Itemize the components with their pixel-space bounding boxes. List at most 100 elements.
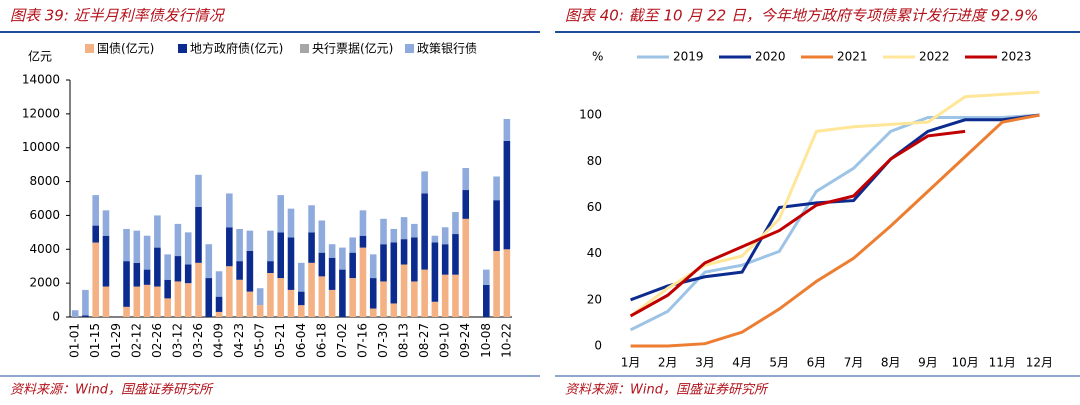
x-tick-label: 06-04 bbox=[294, 323, 308, 358]
bar-segment bbox=[328, 289, 336, 317]
bar-segment bbox=[287, 237, 295, 290]
bar-segment bbox=[441, 244, 449, 275]
bar-segment bbox=[339, 269, 346, 317]
x-tick-label: 10月 bbox=[951, 356, 978, 370]
bar-segment bbox=[215, 271, 223, 297]
x-tick-label: 7月 bbox=[844, 356, 864, 370]
bar-segment bbox=[174, 256, 182, 282]
bar-segment bbox=[359, 247, 367, 317]
bar-segment bbox=[164, 254, 171, 280]
x-tick-label: 01-15 bbox=[88, 323, 102, 358]
bar-segment bbox=[267, 272, 274, 317]
x-tick-label: 6月 bbox=[807, 356, 827, 370]
legend-swatch bbox=[85, 44, 94, 53]
y-axis-label: % bbox=[592, 50, 603, 64]
bar-segment bbox=[92, 195, 99, 226]
bar-segment bbox=[154, 247, 161, 287]
bar-segment bbox=[349, 252, 356, 279]
bar-segment bbox=[431, 301, 439, 317]
bar-segment bbox=[143, 235, 151, 270]
y-tick-label: 12000 bbox=[22, 106, 60, 120]
bar-segment bbox=[503, 140, 511, 250]
bar-segment bbox=[143, 269, 151, 285]
bar-segment bbox=[164, 298, 171, 317]
bar-segment bbox=[421, 193, 428, 270]
bar-segment bbox=[164, 279, 171, 299]
legend-label: 2022 bbox=[919, 50, 950, 64]
line-series bbox=[629, 113, 1040, 332]
bar-segment bbox=[400, 239, 408, 265]
y-tick-label: 0 bbox=[594, 339, 602, 353]
bar-segment bbox=[246, 291, 254, 317]
x-tick-label: 8月 bbox=[881, 356, 901, 370]
bar-segment bbox=[174, 281, 182, 317]
legend-label: 2020 bbox=[755, 50, 786, 64]
bar-segment bbox=[503, 249, 511, 317]
legend-swatch bbox=[300, 44, 309, 53]
y-tick-label: 60 bbox=[587, 200, 602, 214]
bar-segment bbox=[349, 278, 356, 317]
x-tick-label: 03-26 bbox=[191, 323, 205, 358]
bar-segment bbox=[236, 279, 243, 317]
x-tick-label: 01-01 bbox=[68, 323, 82, 358]
bar-segment bbox=[226, 266, 233, 317]
bar-segment bbox=[256, 305, 264, 317]
bar-segment bbox=[308, 232, 315, 263]
bar-segment bbox=[483, 269, 490, 285]
bar-segment bbox=[154, 286, 161, 317]
bar-segment bbox=[133, 262, 141, 287]
bar-segment bbox=[421, 269, 428, 317]
bar-segment bbox=[154, 215, 161, 248]
y-tick-label: 2000 bbox=[29, 276, 60, 290]
x-tick-label: 2月 bbox=[658, 356, 678, 370]
y-tick-label: 4000 bbox=[29, 242, 60, 256]
y-tick-label: 100 bbox=[579, 108, 602, 122]
bar-segment bbox=[226, 193, 233, 228]
x-tick-label: 04-23 bbox=[232, 323, 246, 358]
bar-segment bbox=[123, 228, 130, 262]
bar-segment bbox=[452, 234, 459, 275]
x-tick-label: 07-30 bbox=[376, 323, 390, 358]
bar-segment bbox=[369, 308, 377, 317]
bar-segment bbox=[256, 288, 264, 306]
bar-segment bbox=[82, 315, 89, 317]
bar-segment bbox=[369, 278, 377, 309]
bar-segment bbox=[82, 289, 89, 316]
bar-segment bbox=[349, 237, 356, 253]
bar-segment bbox=[71, 310, 79, 317]
bar-segment bbox=[195, 206, 202, 263]
bar-segment bbox=[493, 250, 500, 317]
bar-segment bbox=[246, 230, 254, 251]
bar-segment bbox=[133, 230, 141, 263]
bar-segment bbox=[102, 210, 110, 236]
bar-segment bbox=[400, 217, 408, 240]
line-series bbox=[629, 129, 966, 318]
legend-label: 央行票据(亿元) bbox=[312, 41, 393, 56]
y-tick-label: 14000 bbox=[22, 73, 60, 87]
y-tick-label: 40 bbox=[587, 246, 602, 260]
chart-title: 图表 40: 截至 10 月 22 日，今年地方政府专项债累计发行进度 92.9… bbox=[565, 7, 1038, 25]
x-tick-label: 10-22 bbox=[499, 323, 513, 358]
bar-segment bbox=[297, 262, 305, 292]
bar-segment bbox=[92, 225, 99, 243]
bar-segment bbox=[390, 303, 398, 317]
bar-segment bbox=[493, 200, 500, 251]
y-tick-label: 10000 bbox=[22, 140, 60, 154]
bar-segment bbox=[483, 284, 490, 317]
bar-segment bbox=[328, 257, 336, 290]
bar-segment bbox=[246, 250, 254, 292]
bar-segment bbox=[297, 291, 305, 306]
bar-segment bbox=[462, 168, 470, 191]
x-tick-label: 06-18 bbox=[314, 323, 328, 358]
x-tick-label: 03-12 bbox=[170, 323, 184, 358]
x-tick-label: 9月 bbox=[918, 356, 938, 370]
bar-segment bbox=[143, 284, 151, 317]
x-tick-label: 4月 bbox=[732, 356, 752, 370]
x-tick-label: 04-09 bbox=[212, 323, 226, 358]
legend-label: 2019 bbox=[673, 50, 704, 64]
x-tick-label: 09-10 bbox=[438, 323, 452, 358]
bar-segment bbox=[493, 176, 500, 201]
bar-segment bbox=[102, 235, 110, 287]
x-tick-label: 02-12 bbox=[129, 323, 143, 358]
